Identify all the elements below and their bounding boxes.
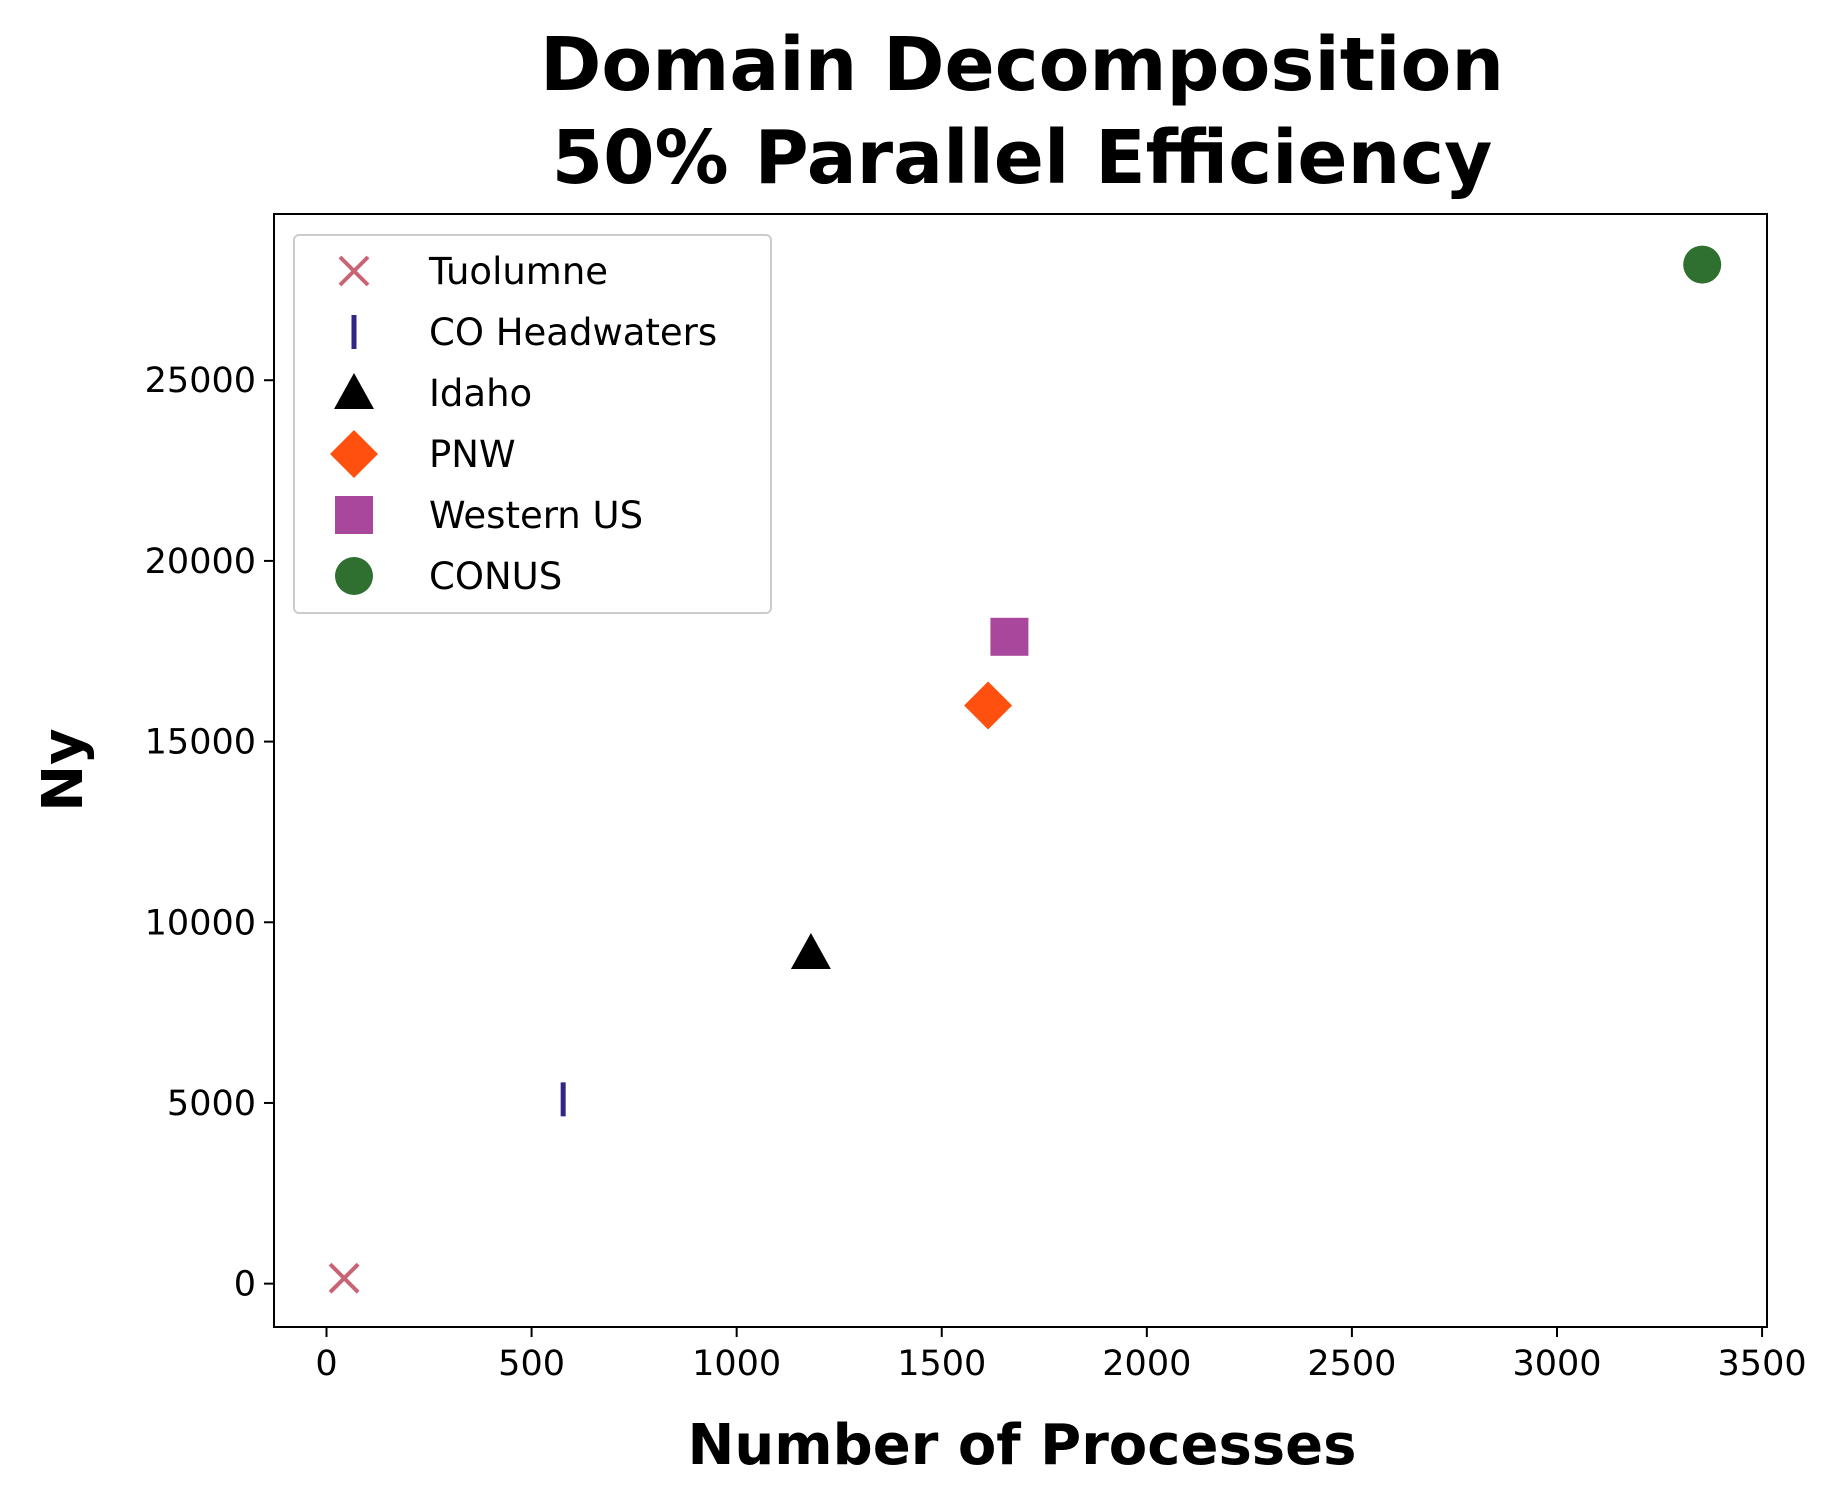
- chart-title-line-2: 50% Parallel Efficiency: [552, 115, 1493, 201]
- x-axis-label: Number of Processes: [688, 1413, 1357, 1478]
- y-tick-label: 20000: [145, 542, 256, 582]
- plot-frame: [273, 213, 1768, 1328]
- legend-marker: [334, 373, 374, 409]
- data-point: [990, 617, 1029, 656]
- x-tick-label: 3000: [1512, 1344, 1601, 1384]
- legend-marker: [335, 557, 373, 595]
- legend: Tuolumne CO Headwaters Idaho PNW Western US C…: [293, 234, 772, 614]
- x-axis-ticks: 0 500 1000 1500 2000 2500 3000 3500: [315, 1327, 1807, 1384]
- x-tick-label: 1500: [897, 1344, 986, 1384]
- x-tick-label: 500: [498, 1344, 565, 1384]
- legend-label: PNW: [429, 433, 516, 476]
- y-tick-label: 5000: [167, 1084, 256, 1124]
- data-point: [328, 1262, 360, 1294]
- data-point: [1683, 245, 1722, 284]
- legend-marker: [338, 255, 370, 287]
- chart-title-line-1: Domain Decomposition: [540, 22, 1504, 108]
- legend-marker: [335, 496, 373, 534]
- legend-marker: [330, 430, 378, 478]
- legend-label: CONUS: [429, 555, 562, 598]
- y-axis-ticks: 0 5000 10000 15000 20000 25000: [145, 361, 274, 1305]
- x-tick-label: 2500: [1307, 1344, 1396, 1384]
- legend-label: Western US: [429, 494, 643, 537]
- y-tick-label: 10000: [145, 903, 256, 943]
- x-tick-label: 3500: [1718, 1344, 1807, 1384]
- legend-label: Tuolumne: [428, 250, 608, 293]
- data-point: [790, 932, 831, 969]
- x-tick-label: 0: [315, 1344, 337, 1384]
- legend-label: Idaho: [429, 372, 532, 415]
- data-points: [328, 245, 1722, 1294]
- data-point: [964, 681, 1013, 730]
- y-tick-label: 15000: [145, 723, 256, 763]
- y-tick-label: 25000: [145, 361, 256, 401]
- y-tick-label: 0: [234, 1265, 256, 1305]
- legend-label: CO Headwaters: [429, 311, 717, 354]
- x-tick-label: 2000: [1102, 1344, 1191, 1384]
- legend-box: [293, 234, 772, 614]
- y-axis-label: Ny: [31, 728, 96, 811]
- x-tick-label: 1000: [692, 1344, 781, 1384]
